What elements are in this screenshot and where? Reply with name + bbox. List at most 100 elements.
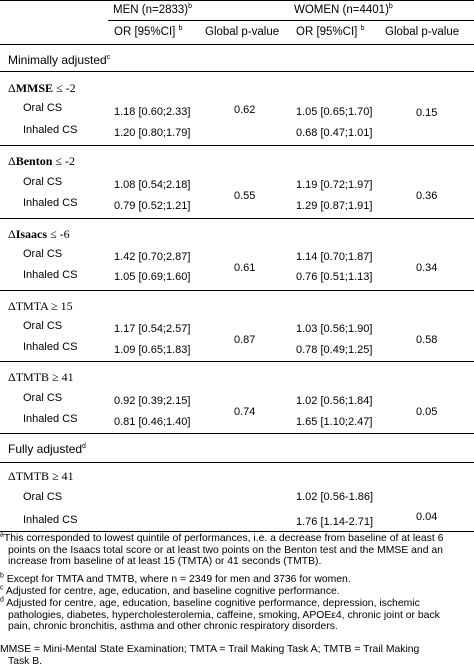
delta-symbol: Δ <box>8 227 16 241</box>
group-label-tmtb-full: ΔTMTB ≥ 41 <box>8 470 74 483</box>
men-p-value: 0.62 <box>234 104 256 116</box>
rule-top <box>0 0 474 1</box>
men-p-value: 0.61 <box>234 262 256 274</box>
rule-group-2 <box>0 218 474 219</box>
footnote-c-text: Adjusted for centre, age, education, and… <box>3 586 340 597</box>
men-or-header-sup: b <box>178 25 183 33</box>
footnote-d: d Adjusted for centre, age, education, b… <box>0 596 474 633</box>
men-p-value: 0.74 <box>234 406 256 418</box>
section-full-text: Fully adjusted <box>8 442 83 456</box>
rule-table-bottom <box>0 531 474 532</box>
rule-group-3 <box>0 290 474 291</box>
measure-name: Isaacs <box>15 227 48 241</box>
measure-name: MMSE <box>15 81 54 95</box>
footnote-a-mark: a <box>0 531 4 539</box>
delta-symbol: Δ <box>8 469 16 483</box>
measure-name: TMTA <box>15 299 49 313</box>
women-or-value: 1.29 [0.87;1.91] <box>296 200 373 212</box>
footnote-b-text: Except for TMTA and TMTB, where n = 2349… <box>3 574 351 585</box>
threshold: ≥ 41 <box>52 469 74 483</box>
group-label-tmtb: ΔTMTB ≥ 41 <box>8 371 74 384</box>
row-label-oral: Oral CS <box>23 102 63 114</box>
footnote-d-line3: pain, chronic bronchitis, asthma and oth… <box>8 621 338 633</box>
men-or-value: 1.17 [0.54;2.57] <box>114 323 191 335</box>
section-minimal-text: Minimally adjusted <box>8 53 107 67</box>
footnote-b-mark: b <box>0 572 4 580</box>
women-or-value: 1.65 [1.10;2.47] <box>296 416 373 428</box>
men-or-header: OR [95%CI] b <box>114 25 183 39</box>
row-label-oral: Oral CS <box>23 491 63 503</box>
women-or-header-sup: b <box>360 25 365 33</box>
group-label-mmse: ΔMMSE ≤ -2 <box>8 82 76 95</box>
rule-section-full <box>0 462 474 463</box>
women-p-value: 0.36 <box>416 190 438 202</box>
rule-section-minimal <box>0 71 474 72</box>
rule-group-1 <box>0 145 474 146</box>
women-or-value: 0.78 [0.49;1.25] <box>296 344 373 356</box>
group-label-tmta: ΔTMTA ≥ 15 <box>8 300 73 313</box>
men-or-header-text: OR [95%CI] <box>114 26 176 38</box>
men-or-value: 1.42 [0.70;2.87] <box>114 251 191 263</box>
threshold: ≥ 41 <box>52 370 74 384</box>
row-label-inhaled: Inhaled CS <box>23 197 78 209</box>
group-label-benton: ΔBenton ≤ -2 <box>8 155 75 168</box>
row-label-inhaled: Inhaled CS <box>23 269 78 281</box>
footnote-a: aThis corresponded to lowest quintile of… <box>0 531 474 568</box>
women-p-value: 0.58 <box>416 334 438 346</box>
footnote-a-line1: aThis corresponded to lowest quintile of… <box>0 531 444 544</box>
men-column-header: MEN (n=2833)b <box>113 3 193 17</box>
rule-group-4 <box>0 361 474 362</box>
women-or-value: 1.19 [0.72;1.97] <box>296 179 373 191</box>
row-label-oral: Oral CS <box>23 392 63 404</box>
women-or-value: 1.03 [0.56;1.90] <box>296 323 373 335</box>
measure-name: TMTB <box>15 469 50 483</box>
rule-header-bottom <box>0 44 474 45</box>
group-label-isaacs: ΔIsaacs ≤ -6 <box>8 228 70 241</box>
delta-symbol: Δ <box>8 154 16 168</box>
footnote-a-line2: points on the Isaacs total score or at l… <box>8 544 443 556</box>
men-p-header: Global p-value <box>205 26 280 38</box>
threshold: ≤ -6 <box>50 227 70 241</box>
delta-symbol: Δ <box>8 299 16 313</box>
women-or-value: 0.68 [0.47;1.01] <box>296 127 373 139</box>
abbreviations-line1: MMSE = Mini-Mental State Examination; TM… <box>0 644 420 655</box>
row-label-inhaled: Inhaled CS <box>23 341 78 353</box>
women-header-sup: b <box>388 3 393 11</box>
women-header-text: WOMEN (n=4401) <box>294 4 389 16</box>
abbreviations-line2: Task B. <box>8 655 43 667</box>
measure-name: Benton <box>15 154 53 168</box>
women-or-value: 1.02 [0.56-1.86] <box>296 491 374 503</box>
women-p-value: 0.04 <box>416 511 438 523</box>
delta-symbol: Δ <box>8 81 16 95</box>
men-or-value: 1.18 [0.60;2.33] <box>114 106 191 118</box>
footnote-d-line1: d Adjusted for centre, age, education, b… <box>0 596 420 609</box>
women-or-value: 1.02 [0.56;1.84] <box>296 395 373 407</box>
women-p-value: 0.05 <box>416 406 438 418</box>
footnote-d-text: Adjusted for centre, age, education, bas… <box>3 598 420 609</box>
footnote-c-mark: c <box>0 584 4 592</box>
rule-group-5 <box>0 433 474 434</box>
men-header-sup: b <box>188 3 193 11</box>
measure-name: TMTB <box>15 370 50 384</box>
section-fully-adjusted: Fully adjustedd <box>8 443 86 456</box>
women-p-value: 0.34 <box>416 262 438 274</box>
row-label-inhaled: Inhaled CS <box>23 514 78 526</box>
women-or-header-text: OR [95%CI] <box>296 26 358 38</box>
row-label-oral: Oral CS <box>23 248 63 260</box>
women-or-value: 0.76 [0.51;1.13] <box>296 271 373 283</box>
men-p-value: 0.55 <box>234 190 256 202</box>
women-p-header: Global p-value <box>385 26 460 38</box>
footnote-b: b Except for TMTA and TMTB, where n = 23… <box>0 572 474 586</box>
women-or-value: 1.76 [1.14-2.71] <box>296 516 374 528</box>
women-column-header: WOMEN (n=4401)b <box>294 3 393 17</box>
women-or-value: 1.05 [0.65;1.70] <box>296 106 373 118</box>
men-p-value: 0.87 <box>234 334 256 346</box>
footnote-a-line3: increase from baseline of at least 15 (T… <box>8 556 322 568</box>
section-full-sup: d <box>82 443 86 450</box>
footnote-d-line2: pathologies, diabetes, hypercholesterole… <box>8 609 440 621</box>
women-p-value: 0.15 <box>416 107 438 119</box>
threshold: ≥ 15 <box>51 299 73 313</box>
footnote-d-mark: d <box>0 596 4 604</box>
footnote-a-text: This corresponded to lowest quintile of … <box>3 533 444 544</box>
